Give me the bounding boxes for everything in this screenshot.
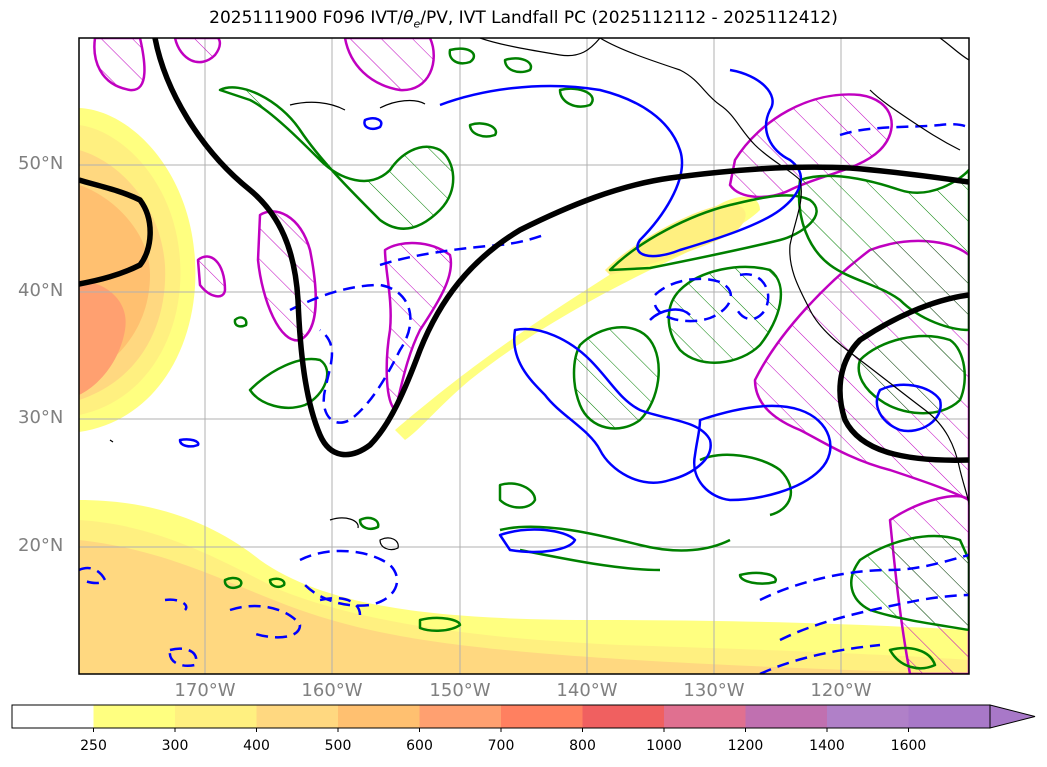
colorbar-tick-label: 700 bbox=[487, 738, 515, 754]
colorbar-tick-label: 800 bbox=[569, 738, 596, 754]
chart-title: 2025111900 F096 IVT/θe/PV, IVT Landfall … bbox=[0, 8, 1047, 30]
map-frame bbox=[78, 37, 970, 675]
lon-label-120w: 120°W bbox=[810, 680, 872, 701]
colorbar-tick-label: 500 bbox=[324, 738, 352, 754]
coastline bbox=[109, 38, 969, 551]
colorbar-segment bbox=[827, 705, 909, 728]
colorbar-segment bbox=[664, 705, 746, 728]
colorbar-extend-arrow bbox=[989, 704, 1036, 729]
pv-solid-contours bbox=[178, 68, 942, 554]
colorbar-segment bbox=[745, 705, 828, 728]
lon-label-140w: 140°W bbox=[556, 680, 618, 701]
colorbar-segment bbox=[175, 705, 257, 728]
colorbar-tick-label: 1000 bbox=[646, 738, 682, 754]
lon-label-150w: 150°W bbox=[429, 680, 491, 701]
title-prefix: 2025111900 F096 IVT/ bbox=[209, 8, 404, 28]
colorbar bbox=[11, 704, 1036, 732]
ivt-fill-layer bbox=[79, 108, 969, 674]
colorbar-tick-label: 250 bbox=[80, 738, 107, 754]
lat-label-40n: 40°N bbox=[18, 280, 64, 301]
colorbar-segment bbox=[256, 705, 339, 728]
pv-dashed-contours bbox=[79, 122, 969, 674]
colorbar-tick-label: 1400 bbox=[809, 738, 845, 754]
lon-label-160w: 160°W bbox=[301, 680, 363, 701]
title-theta-sub: e bbox=[413, 17, 421, 31]
title-suffix: /PV, IVT Landfall PC (2025112112 - 20251… bbox=[420, 8, 838, 28]
colorbar-segment bbox=[908, 705, 991, 728]
colorbar-segment bbox=[12, 705, 94, 728]
colorbar-segment bbox=[501, 705, 583, 728]
lat-label-50n: 50°N bbox=[18, 153, 64, 174]
theta-e-contours bbox=[218, 47, 969, 670]
lat-label-30n: 30°N bbox=[18, 407, 64, 428]
colorbar-tick-label: 1200 bbox=[727, 738, 764, 754]
lon-label-170w: 170°W bbox=[174, 680, 236, 701]
title-theta: θ bbox=[403, 8, 414, 28]
colorbar-tick-label: 600 bbox=[406, 738, 433, 754]
colorbar-tick-label: 1600 bbox=[890, 738, 927, 754]
lat-label-20n: 20°N bbox=[18, 535, 64, 556]
lon-label-130w: 130°W bbox=[683, 680, 745, 701]
colorbar-tick-label: 300 bbox=[161, 738, 189, 754]
colorbar-segment bbox=[338, 705, 420, 728]
colorbar-segment bbox=[419, 705, 502, 728]
landfall-pc-contours bbox=[79, 38, 969, 463]
colorbar-segment bbox=[582, 705, 665, 728]
colorbar-tick-label: 400 bbox=[243, 738, 270, 754]
colorbar-segment bbox=[93, 705, 176, 728]
